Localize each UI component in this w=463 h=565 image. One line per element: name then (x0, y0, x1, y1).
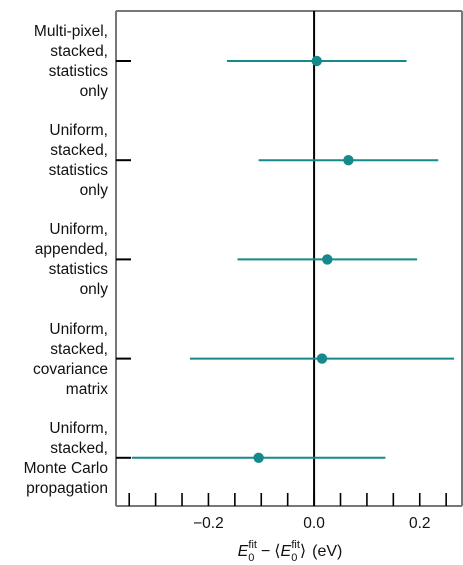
category-label-line: statistics (48, 261, 108, 279)
data-point (311, 55, 322, 67)
data-point (316, 353, 328, 364)
category-label: Uniform, stacked, covariance matrix (0, 320, 108, 400)
category-label: Uniform, stacked, statistics only (0, 121, 108, 201)
category-label-line: statistics (48, 162, 108, 180)
category-label-line: stacked, (50, 439, 108, 457)
category-label-line: covariance (33, 360, 108, 378)
x-tick-label: 0.0 (303, 515, 325, 532)
x-tick-label: 0.2 (409, 515, 431, 532)
category-label-line: stacked, (50, 340, 108, 358)
category-label-line: Multi-pixel, (33, 23, 108, 40)
category-label-line: matrix (65, 380, 108, 398)
x-tick-label: −0.2 (193, 515, 224, 532)
category-label-line: stacked, (50, 142, 108, 160)
category-label-line: only (79, 182, 108, 200)
category-label: Uniform, stacked, Monte Carlo propagation (0, 419, 108, 499)
x-axis-title: E0fit − ⟨E0fit⟩ (eV) (238, 539, 343, 564)
category-label-line: Uniform, (49, 419, 108, 437)
data-point (343, 155, 354, 166)
x-axis-title-e0-fit: E (238, 543, 249, 560)
data-point (322, 254, 333, 265)
category-label-line: propagation (26, 479, 108, 497)
category-label: Uniform, appended, statistics only (0, 220, 108, 300)
category-label-line: appended, (34, 241, 108, 259)
category-label-line: Uniform, (49, 320, 108, 338)
category-label-line: Uniform, (49, 122, 108, 140)
category-label-line: only (79, 281, 108, 299)
category-label-line: Uniform, (49, 221, 108, 239)
category-label: Multi-pixel, stacked, statistics only (0, 22, 108, 102)
category-label-line: stacked, (50, 43, 108, 60)
category-label-line: statistics (48, 63, 108, 80)
category-label-line: only (79, 83, 108, 100)
data-point (253, 452, 264, 463)
category-label-line: Monte Carlo (23, 459, 108, 477)
